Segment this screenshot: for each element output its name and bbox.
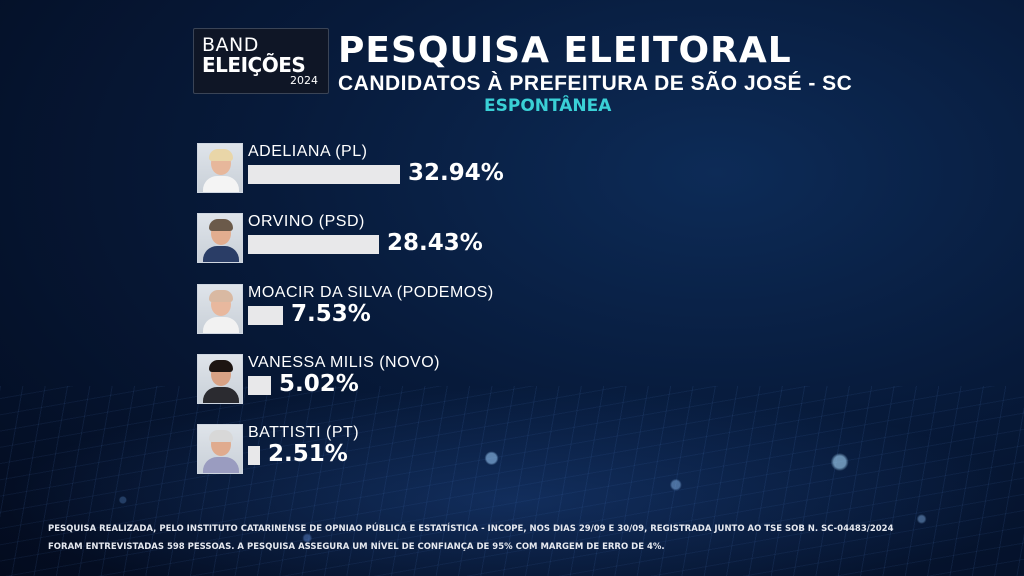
candidate-name-label: MOACIR DA SILVA (PODEMOS): [248, 284, 494, 301]
vote-bar: [248, 235, 379, 254]
candidate-row: ADELIANA (PL) 32.94%: [197, 143, 617, 195]
page-title: PESQUISA ELEITORAL: [338, 30, 792, 71]
vote-bar: [248, 376, 271, 395]
candidate-photo: [197, 213, 243, 263]
survey-footnote: PESQUISA REALIZADA, PELO INSTITUTO CATAR…: [48, 520, 894, 556]
vote-bar: [248, 306, 283, 325]
footnote-line-2: FORAM ENTREVISTADAS 598 PESSOAS. A PESQU…: [48, 542, 665, 552]
vote-percentage-label: 28.43%: [387, 230, 483, 256]
vote-percentage-label: 7.53%: [291, 301, 371, 327]
candidate-name-label: BATTISTI (PT): [248, 424, 360, 441]
vote-percentage-label: 2.51%: [268, 441, 348, 467]
candidate-row: MOACIR DA SILVA (PODEMOS) 7.53%: [197, 284, 617, 336]
candidate-photo: [197, 424, 243, 474]
candidate-photo: [197, 354, 243, 404]
band-eleicoes-logo: BAND ELEIÇÕES 2024: [193, 28, 329, 94]
candidate-name-label: VANESSA MILIS (NOVO): [248, 354, 440, 371]
candidate-name-label: ORVINO (PSD): [248, 213, 365, 230]
logo-band-text: BAND: [202, 34, 259, 56]
survey-type-label: ESPONTÂNEA: [484, 96, 612, 116]
candidate-row: BATTISTI (PT) 2.51%: [197, 424, 617, 476]
logo-year: 2024: [290, 74, 318, 87]
candidate-row: VANESSA MILIS (NOVO) 5.02%: [197, 354, 617, 406]
candidate-photo: [197, 143, 243, 193]
candidate-row: ORVINO (PSD) 28.43%: [197, 213, 617, 265]
candidate-name-label: ADELIANA (PL): [248, 143, 368, 160]
logo-eleicoes-text: ELEIÇÕES: [202, 53, 306, 77]
footnote-line-1: PESQUISA REALIZADA, PELO INSTITUTO CATAR…: [48, 524, 894, 534]
background-network-floor: [0, 386, 1024, 576]
candidate-photo: [197, 284, 243, 334]
vote-percentage-label: 5.02%: [279, 371, 359, 397]
vote-bar: [248, 165, 400, 184]
vote-bar: [248, 446, 260, 465]
page-subtitle: CANDIDATOS À PREFEITURA DE SÃO JOSÉ - SC: [338, 72, 853, 95]
vote-percentage-label: 32.94%: [408, 160, 504, 186]
